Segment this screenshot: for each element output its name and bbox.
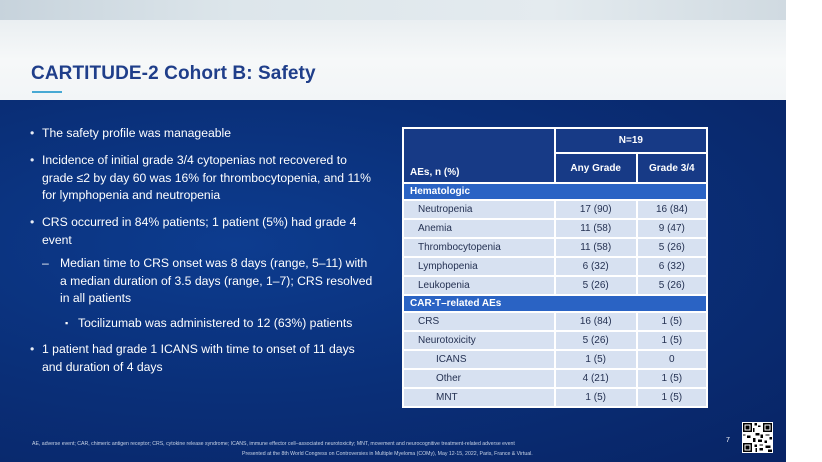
bullet-icans: 1 patient had grade 1 ICANS with time to… (30, 341, 375, 377)
grade34-value: 9 (47) (637, 220, 706, 237)
ae-table: AEs, n (%) N=19 Any Grade Grade 3/4 Hema… (402, 127, 708, 408)
ae-header: AEs, n (%) (404, 129, 554, 182)
table-row: Neurotoxicity 5 (26) 1 (5) (404, 332, 706, 349)
row-label: Lymphopenia (404, 258, 554, 275)
grade34-value: 1 (5) (637, 332, 706, 349)
grade34-value: 0 (637, 351, 706, 368)
any-grade-value: 1 (5) (555, 389, 636, 406)
any-grade-value: 1 (5) (555, 351, 636, 368)
row-label: Other (404, 370, 554, 387)
grade34-value: 5 (26) (637, 277, 706, 294)
row-label: Thrombocytopenia (404, 239, 554, 256)
table-row: Neutropenia 17 (90) 16 (84) (404, 201, 706, 218)
any-grade-value: 5 (26) (555, 332, 636, 349)
footnote-presented: Presented at the 8th World Congress on C… (242, 451, 533, 457)
any-grade-header: Any Grade (555, 154, 636, 182)
any-grade-value: 6 (32) (555, 258, 636, 275)
grade34-value: 16 (84) (637, 201, 706, 218)
row-label: Anemia (404, 220, 554, 237)
row-label: Neurotoxicity (404, 332, 554, 349)
row-label: CRS (404, 313, 554, 330)
row-label: Leukopenia (404, 277, 554, 294)
right-white-margin (786, 0, 822, 462)
table-row: CRS 16 (84) 1 (5) (404, 313, 706, 330)
video-header-shade (0, 0, 786, 20)
table-row: MNT 1 (5) 1 (5) (404, 389, 706, 406)
table-row: Other 4 (21) 1 (5) (404, 370, 706, 387)
n-header: N=19 (555, 129, 706, 152)
table-row: Lymphopenia 6 (32) 6 (32) (404, 258, 706, 275)
grade34-value: 1 (5) (637, 389, 706, 406)
table-row: Leukopenia 5 (26) 5 (26) (404, 277, 706, 294)
grade34-value: 1 (5) (637, 370, 706, 387)
bullet-crs: CRS occurred in 84% patients; 1 patient … (30, 214, 375, 250)
qr-code-icon[interactable] (742, 422, 773, 453)
any-grade-value: 11 (58) (555, 220, 636, 237)
bullet-safety-profile: The safety profile was manageable (30, 125, 375, 143)
any-grade-value: 11 (58) (555, 239, 636, 256)
table-row: Anemia 11 (58) 9 (47) (404, 220, 706, 237)
slide-title: CARTITUDE-2 Cohort B: Safety (31, 63, 316, 84)
slide: CARTITUDE-2 Cohort B: Safety The safety … (0, 0, 786, 462)
grade34-header: Grade 3/4 (637, 154, 706, 182)
row-label: ICANS (404, 351, 554, 368)
grade34-value: 5 (26) (637, 239, 706, 256)
table-row: Thrombocytopenia 11 (58) 5 (26) (404, 239, 706, 256)
sub-bullet-crs-onset: Median time to CRS onset was 8 days (ran… (30, 255, 375, 308)
bullet-cytopenias: Incidence of initial grade 3/4 cytopenia… (30, 152, 375, 205)
any-grade-value: 4 (21) (555, 370, 636, 387)
section-hematologic: Hematologic (404, 184, 706, 199)
any-grade-value: 16 (84) (555, 313, 636, 330)
any-grade-value: 5 (26) (555, 277, 636, 294)
footnote-abbreviations: AE, adverse event; CAR, chimeric antigen… (32, 441, 515, 447)
any-grade-value: 17 (90) (555, 201, 636, 218)
title-band (0, 0, 786, 100)
grade34-value: 1 (5) (637, 313, 706, 330)
title-accent-line (32, 91, 62, 93)
grade34-value: 6 (32) (637, 258, 706, 275)
bullet-list: The safety profile was manageable Incide… (30, 125, 375, 386)
row-label: Neutropenia (404, 201, 554, 218)
table-row: ICANS 1 (5) 0 (404, 351, 706, 368)
page-number: 7 (726, 437, 730, 444)
section-cart-related: CAR-T–related AEs (404, 296, 706, 311)
row-label: MNT (404, 389, 554, 406)
sub-sub-bullet-tocilizumab: Tocilizumab was administered to 12 (63%)… (30, 315, 375, 333)
